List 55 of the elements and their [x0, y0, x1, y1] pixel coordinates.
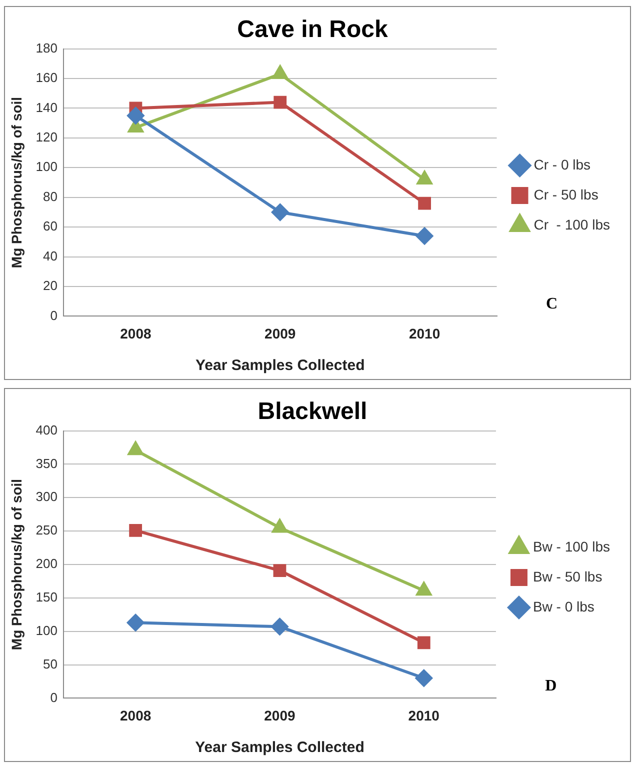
y-tick-label: 50: [43, 656, 58, 672]
point: [272, 66, 288, 80]
point: [271, 618, 288, 636]
y-axis-title: Mg Phosphorus/kg of soil: [8, 478, 24, 650]
y-tick-label: 400: [36, 422, 58, 438]
x-tick-label: 2010: [408, 707, 440, 724]
point: [127, 614, 144, 632]
y-tick-label: 160: [36, 70, 58, 86]
y-tick-label: 100: [36, 622, 58, 638]
y-tick-label: 80: [43, 188, 58, 204]
text: D: [545, 677, 557, 694]
x-tick-label: 2010: [408, 325, 440, 342]
point: [418, 196, 431, 210]
point: [273, 564, 286, 577]
point: [416, 227, 434, 244]
chart-title: Cave in Rock: [237, 16, 389, 44]
x-axis-title: Year Samples Collected: [195, 357, 365, 374]
point: [415, 670, 432, 687]
y-tick-label: 100: [36, 159, 58, 174]
point: [272, 519, 288, 533]
x-tick-label: 2009: [264, 325, 296, 342]
legend-label: Cr - 100 lbs: [534, 216, 610, 232]
point: [128, 442, 144, 456]
legend-label: Cr - 0 lbs: [534, 156, 591, 172]
y-axis-title: Mg Phosphorus/kg of soil: [8, 96, 24, 268]
legend-label: Bw - 100 lbs: [532, 538, 610, 554]
legend-label: Bw - 50 lbs: [532, 568, 602, 584]
y-tick-label: 0: [50, 690, 58, 705]
y-tick-label: 40: [43, 248, 58, 264]
chart-title: Blackwell: [258, 398, 368, 426]
x-tick-label: 2008: [120, 707, 152, 724]
y-tick-label: 300: [36, 489, 58, 504]
y-tick-label: 0: [50, 308, 58, 323]
point: [274, 96, 287, 109]
x-tick-label: 2008: [120, 325, 152, 342]
y-tick-label: 150: [36, 590, 58, 605]
y-tick-label: 200: [36, 556, 58, 572]
y-tick-label: 180: [36, 40, 58, 56]
point: [417, 636, 430, 650]
y-tick-label: 140: [36, 100, 58, 115]
point: [129, 524, 142, 537]
x-axis-title: Year Samples Collected: [195, 739, 364, 756]
y-tick-label: 120: [36, 130, 58, 145]
legend-label: Cr - 50 lbs: [534, 186, 598, 202]
y-tick-label: 350: [36, 456, 58, 471]
text: C: [546, 295, 558, 312]
point: [272, 204, 289, 221]
y-tick-label: 60: [43, 218, 58, 234]
point: [127, 107, 144, 124]
legend-label: Bw - 0 lbs: [532, 598, 594, 614]
point: [416, 171, 432, 185]
point: [416, 582, 432, 596]
y-tick-label: 250: [36, 522, 58, 538]
y-tick-label: 20: [43, 278, 58, 294]
x-tick-label: 2009: [264, 707, 296, 724]
